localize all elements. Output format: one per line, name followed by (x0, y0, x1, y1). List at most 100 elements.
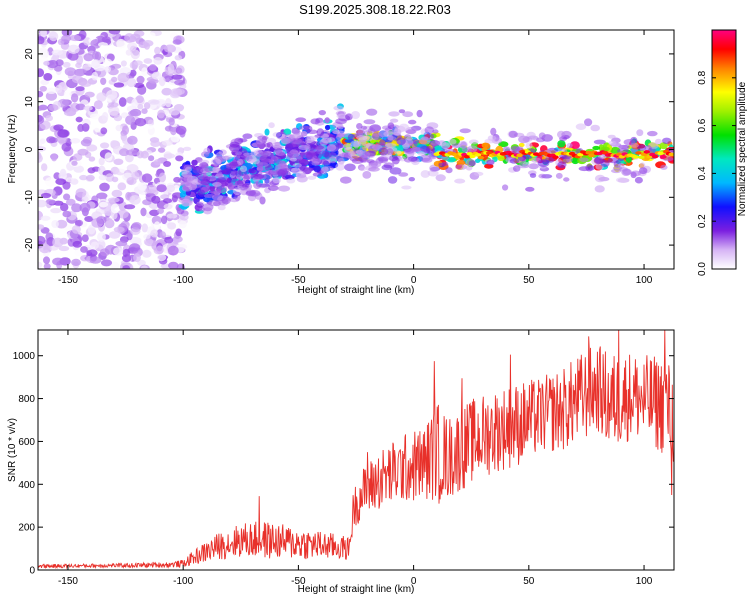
spectrogram-halo-blob (555, 172, 563, 179)
spectrogram-blob (118, 97, 127, 107)
spectrogram-blob (151, 195, 161, 204)
spectrogram-blob (136, 75, 145, 84)
spectrogram-blob (178, 220, 187, 229)
spectrogram-blob (38, 68, 45, 78)
spectrogram-blob (97, 232, 106, 242)
spectrogram-blob (108, 102, 119, 108)
spectrogram-halo-blob (305, 152, 313, 160)
spectrogram-blob (117, 182, 127, 191)
x-tick-label: -50 (291, 576, 306, 587)
spectrogram-blob (105, 217, 113, 226)
spectrogram-halo-blob (557, 161, 567, 169)
spectrogram-blob (134, 118, 147, 127)
spectrogram-halo-blob (484, 138, 496, 144)
spectrogram-halo-blob (461, 147, 472, 153)
spectrogram-blob (51, 153, 58, 162)
spectrogram-halo-blob (255, 139, 266, 146)
spectrogram-halo-blob (590, 124, 600, 132)
spectrogram-halo-blob (473, 171, 484, 176)
spectrogram-blob (164, 236, 174, 244)
spectrogram-blob (108, 30, 121, 35)
spectrogram-blob (62, 210, 72, 218)
spectrogram-halo-blob (647, 130, 658, 137)
spectrogram-blob (55, 178, 67, 185)
spectrogram-halo-blob (275, 156, 282, 165)
spectrogram-blob (91, 59, 101, 69)
spectrogram-blob (71, 258, 81, 266)
spectrogram-blob (166, 213, 178, 219)
spectrogram-halo-blob (223, 169, 230, 176)
spectrogram-halo-blob (445, 167, 453, 174)
spectrogram-blob (77, 148, 89, 156)
x-tick-label: 0 (411, 576, 417, 587)
spectrogram-halo-blob (398, 172, 409, 177)
spectrogram-blob (148, 155, 155, 162)
spectrogram-blob (151, 71, 162, 80)
spectrogram-blob (126, 77, 137, 88)
spectrogram-blob (117, 72, 130, 83)
spectrogram-blob (150, 229, 158, 238)
spectrogram-halo-blob (328, 156, 338, 164)
spectrogram-halo-blob (468, 160, 476, 167)
spectrogram-blob (102, 58, 113, 66)
spectrogram-blob (89, 256, 102, 264)
spectrogram-blob (122, 265, 130, 269)
spectrogram-halo-blob (366, 108, 378, 116)
colorbar-gradient (711, 29, 737, 270)
spectrogram-blob (55, 219, 68, 229)
y-tick-label: 20 (24, 48, 35, 60)
spectrogram-halo-blob (622, 168, 632, 175)
spectrogram-blob (145, 184, 158, 194)
spectrogram-blob (40, 79, 49, 86)
spectrogram-blob (67, 52, 79, 61)
spectrogram-halo-blob (312, 172, 323, 177)
spectrogram-halo-blob (454, 178, 466, 184)
spectrogram-core-blob (651, 154, 659, 159)
spectrogram-halo-blob (388, 111, 400, 117)
spectrogram-halo-blob (441, 155, 449, 161)
spectrogram-blob (80, 246, 88, 253)
spectrogram-blob (133, 82, 145, 88)
spectrogram-blob (154, 46, 161, 55)
spectrogram-blob (143, 238, 154, 246)
spectrogram-halo-blob (639, 167, 648, 175)
spectrogram-halo-blob (525, 186, 535, 192)
spectrogram-halo-blob (426, 145, 433, 154)
spectrogram-blob (101, 36, 111, 43)
spectrogram-blob (69, 34, 82, 42)
spectrogram-halo-blob (306, 135, 318, 141)
spectrogram-y-axis-label: Frequency (Hz) (7, 115, 18, 184)
colorbar-tick-label: 0.6 (697, 118, 708, 132)
spectrogram-halo-blob (229, 197, 240, 203)
spectrogram-blob (98, 42, 108, 48)
spectrogram-blob (156, 184, 167, 193)
spectrogram-halo-blob (179, 213, 189, 221)
spectrogram-blob (81, 234, 89, 242)
spectrogram-halo-blob (410, 147, 421, 153)
spectrogram-blob (129, 243, 141, 252)
spectrogram-blob (63, 89, 72, 100)
spectrogram-blob (75, 86, 85, 92)
spectrogram-halo-blob (486, 159, 495, 166)
spectrogram-blob (59, 168, 67, 177)
spectrogram-blob (170, 135, 180, 143)
x-tick-label: -150 (58, 275, 78, 286)
colorbar-tick-label: 0.8 (697, 70, 708, 84)
spectrogram-halo-blob (391, 157, 400, 165)
spectrogram-halo-blob (386, 148, 394, 156)
spectrogram-blob (70, 93, 79, 103)
spectrogram-halo-blob (424, 126, 435, 134)
spectrogram-halo-blob (332, 130, 345, 135)
spectrogram-core-blob (632, 155, 639, 159)
spectrogram-blob (87, 167, 96, 174)
spectrogram-blob (165, 98, 172, 108)
spectrogram-blob (79, 81, 92, 87)
spectrogram-blob (161, 140, 173, 146)
spectrogram-blob (170, 127, 177, 136)
spectrogram-halo-blob (393, 128, 402, 136)
spectrogram-blob (153, 57, 163, 65)
spectrogram-halo-blob (575, 123, 587, 130)
spectrogram-blob (167, 222, 177, 230)
spectrogram-blob (38, 115, 45, 124)
spectrogram-halo-blob (367, 128, 376, 134)
